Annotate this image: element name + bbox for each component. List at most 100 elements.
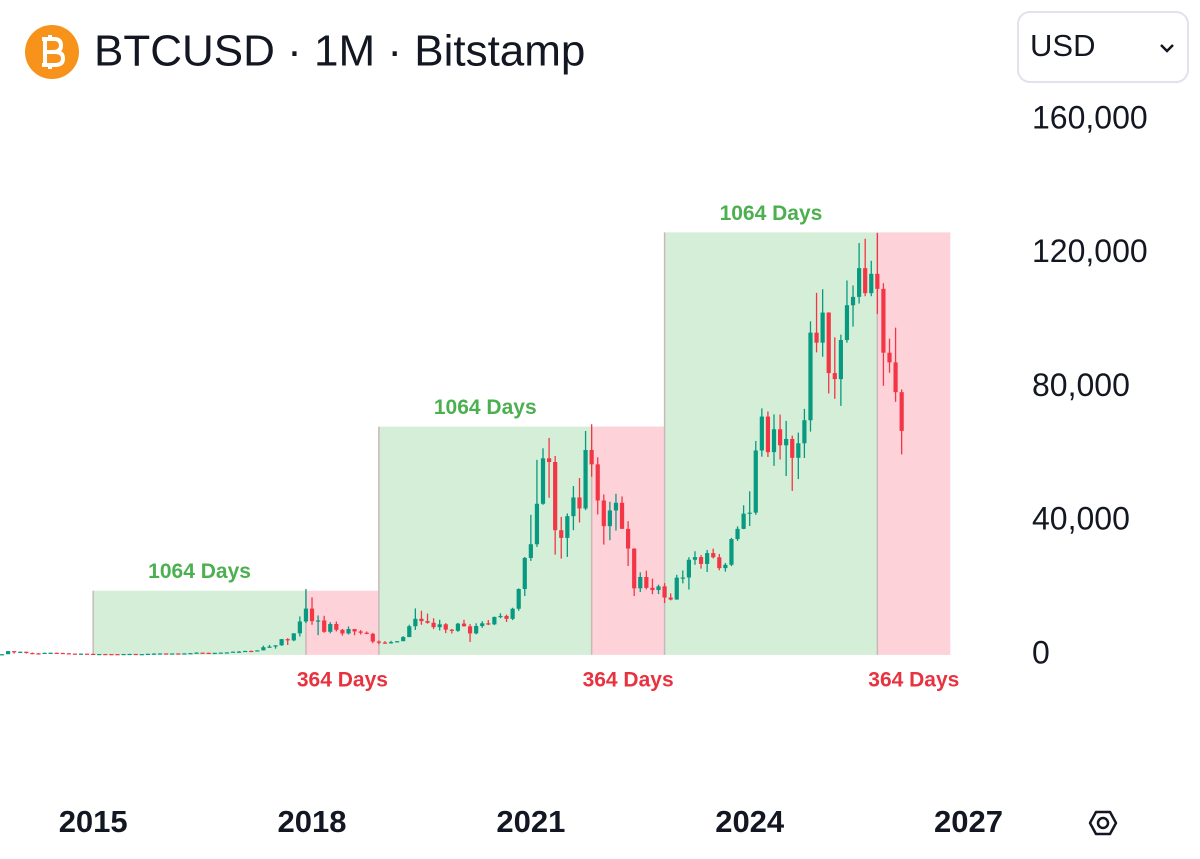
candle-body (747, 512, 752, 514)
candle-body (838, 340, 843, 380)
candle-body (534, 503, 540, 545)
settings-button[interactable] (1088, 810, 1118, 836)
x-tick-label: 2021 (496, 804, 565, 839)
candle-body (200, 652, 205, 654)
candle-body (771, 429, 777, 453)
candle-body (370, 633, 375, 642)
candle-body (571, 497, 576, 517)
candle-body (151, 653, 157, 655)
candle-body (212, 652, 217, 655)
candle-body (486, 623, 491, 625)
candle-body (72, 653, 78, 655)
candle-body (632, 548, 637, 589)
settings-icon-center[interactable] (1096, 816, 1110, 830)
y-tick-label: 120,000 (1032, 233, 1148, 269)
candle-body (0, 654, 5, 656)
annotation-label: 1064 Days (720, 202, 823, 225)
candle-body (285, 639, 290, 641)
candle-body (832, 373, 837, 380)
candle-body (376, 641, 381, 643)
candle-body (601, 500, 606, 527)
candle-body (85, 653, 90, 655)
annotation-region (664, 232, 878, 655)
candle-body (686, 559, 692, 578)
candle-body (273, 645, 278, 647)
candle-body (692, 557, 698, 560)
chart-title: BTCUSD · 1M · Bitstamp (94, 27, 585, 76)
annotation-region (877, 232, 951, 655)
candle-body (595, 464, 600, 501)
candle-body (388, 642, 394, 644)
annotation-label: 364 Days (583, 668, 674, 691)
candle-body (395, 641, 400, 643)
x-tick-label: 2018 (278, 804, 347, 839)
candle-body (480, 623, 485, 627)
chevron-icon[interactable] (1160, 44, 1174, 53)
candle-body (626, 528, 631, 549)
candle-body (309, 608, 315, 622)
candle-body (322, 620, 327, 632)
candle-body (218, 652, 223, 654)
candle-body (425, 621, 430, 623)
candle-body (759, 416, 764, 451)
currency-box[interactable] (1017, 11, 1189, 83)
candle-body (723, 564, 728, 569)
candle-body (705, 553, 710, 564)
candle-body (297, 621, 302, 634)
currency-label[interactable]: USD (1030, 28, 1095, 63)
candle-body (857, 268, 862, 297)
candle-body (261, 647, 266, 651)
candle-body (236, 651, 242, 653)
candle-body (711, 553, 716, 558)
candle-body (777, 429, 783, 446)
annotation-label: 1064 Days (148, 560, 251, 583)
candle-body (358, 631, 363, 633)
candle-body (577, 497, 582, 509)
y-tick-label: 0 (1032, 634, 1050, 670)
candle-body (42, 652, 47, 654)
candle-body (729, 539, 734, 565)
candle-body (589, 449, 594, 465)
candle-body (808, 332, 813, 421)
candle-body (66, 653, 71, 655)
candle-body (194, 652, 199, 654)
candle-body (255, 650, 260, 652)
candle-body (407, 626, 412, 638)
candle-body (674, 577, 679, 600)
candle-body (565, 516, 570, 538)
currency-select[interactable]: USD (1017, 11, 1189, 83)
candle-body (164, 653, 169, 655)
candle-body (413, 618, 418, 627)
candle-body (680, 577, 685, 579)
candle-body (437, 624, 442, 628)
candle-body (504, 615, 509, 619)
x-axis: 2015 2018 2021 2024 2027 (59, 804, 1003, 839)
candle-body (139, 654, 144, 656)
candle-body (24, 651, 29, 654)
candle-body (419, 618, 424, 622)
x-tick-label: 2027 (934, 804, 1003, 839)
candle-body (638, 576, 643, 589)
candle-body (91, 653, 96, 656)
candle-body (145, 653, 150, 656)
candle-body (826, 312, 831, 374)
y-tick-label: 160,000 (1032, 100, 1148, 136)
candle-body (735, 528, 740, 540)
candle-body (492, 616, 497, 625)
candle-body (157, 653, 163, 655)
candle-body (340, 629, 345, 634)
candle-body (109, 654, 114, 656)
candle-body (315, 620, 321, 622)
candle-body (12, 651, 17, 653)
candle-body (875, 273, 880, 289)
x-tick-label: 2024 (715, 804, 785, 839)
candle-body (698, 557, 704, 564)
candle-body (443, 624, 448, 630)
settings-icon[interactable] (1088, 810, 1118, 836)
candle-body (249, 650, 254, 653)
candle-body (528, 544, 533, 558)
candle-body (644, 576, 649, 588)
y-tick-label: 40,000 (1032, 501, 1130, 537)
candle-body (382, 642, 388, 644)
